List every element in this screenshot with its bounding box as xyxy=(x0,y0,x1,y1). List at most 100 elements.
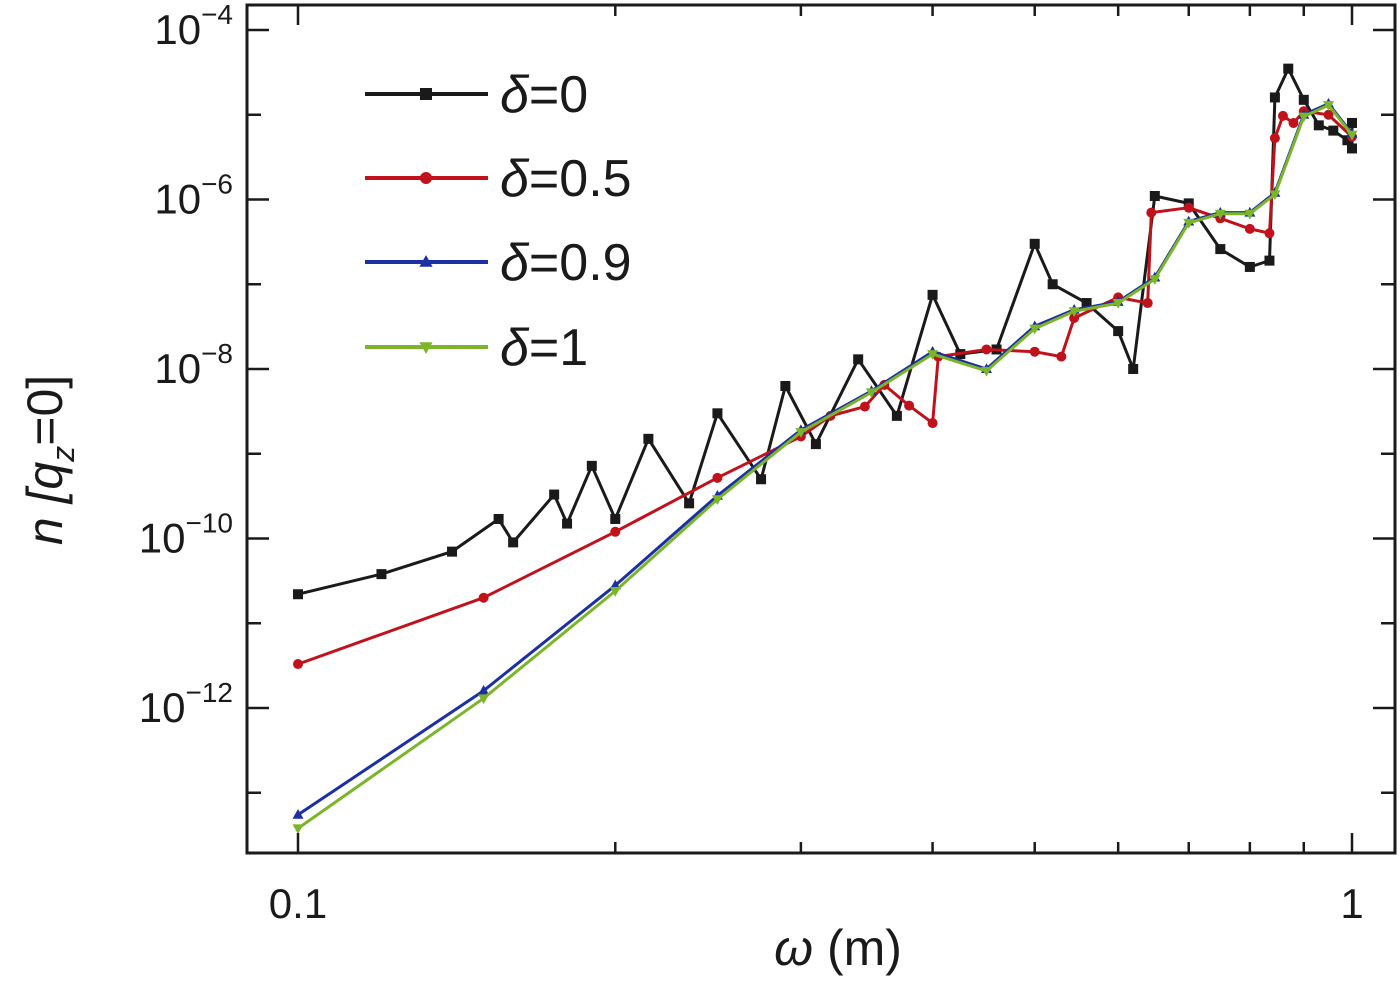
data-point xyxy=(1128,364,1139,374)
data-point xyxy=(1323,109,1334,120)
data-point xyxy=(1347,117,1357,128)
data-point xyxy=(493,513,504,524)
data-point xyxy=(643,433,654,444)
legend-label: δ=1 xyxy=(500,319,588,377)
legend-item: δ=0.9 xyxy=(365,234,632,292)
data-point xyxy=(1056,351,1067,362)
x-tick-label: 1 xyxy=(1340,880,1363,927)
data-point xyxy=(795,428,807,438)
data-point xyxy=(1113,326,1124,337)
y-tick-label: 10−10 xyxy=(139,508,233,562)
series-line xyxy=(297,109,1354,666)
data-point xyxy=(1142,298,1153,309)
legend-label: δ=0.9 xyxy=(500,234,632,292)
data-point xyxy=(447,546,458,557)
data-point xyxy=(1081,298,1092,309)
data-point xyxy=(478,592,489,603)
data-point xyxy=(853,354,864,365)
data-point xyxy=(1068,307,1080,318)
data-point xyxy=(1328,125,1339,136)
data-point xyxy=(865,388,877,399)
legend-marker xyxy=(419,255,433,267)
data-point xyxy=(981,344,992,355)
y-axis-prefix: n [ xyxy=(17,484,73,545)
data-point xyxy=(292,824,304,835)
data-point xyxy=(927,418,938,429)
y-tick-label: 10−8 xyxy=(154,338,233,392)
data-point xyxy=(1313,120,1324,131)
series-3 xyxy=(292,101,1358,835)
data-point xyxy=(1244,223,1255,234)
plot-frame xyxy=(245,3,1397,855)
data-point xyxy=(1264,255,1275,266)
legend-marker xyxy=(420,172,432,184)
data-point xyxy=(1146,207,1157,218)
data-point xyxy=(927,350,939,360)
data-point xyxy=(1183,218,1195,229)
x-tick-label: 0.1 xyxy=(269,880,327,927)
data-point xyxy=(980,366,992,377)
data-point xyxy=(684,498,695,509)
data-point xyxy=(1244,209,1256,220)
data-point xyxy=(1149,275,1161,285)
data-point xyxy=(891,410,902,421)
data-point xyxy=(376,569,387,580)
data-point xyxy=(1283,63,1294,74)
y-tick-label: 10−12 xyxy=(139,677,233,731)
data-point xyxy=(478,684,490,695)
y-axis-var: q xyxy=(17,462,73,490)
series-line xyxy=(297,67,1354,596)
data-point xyxy=(1269,190,1281,201)
data-point xyxy=(1298,94,1309,105)
y-tick-label: 10−4 xyxy=(154,0,233,53)
data-point xyxy=(1342,135,1353,146)
x-axis-title: ω (m) xyxy=(774,920,902,976)
series-0 xyxy=(293,63,1357,600)
legend: δ=0 δ=0.5 δ=0.9 δ=1 xyxy=(365,66,632,377)
data-point xyxy=(1323,101,1335,111)
data-point xyxy=(508,537,519,548)
data-point xyxy=(478,694,490,705)
legend-item: δ=0 xyxy=(365,66,588,124)
data-point xyxy=(549,489,560,500)
data-point xyxy=(293,589,303,600)
data-point xyxy=(1346,130,1358,141)
data-point xyxy=(756,474,767,485)
legend-label: δ=0.5 xyxy=(500,150,632,208)
series-layer xyxy=(292,63,1358,835)
data-point xyxy=(610,513,621,524)
ticks-layer xyxy=(247,5,1395,853)
data-point xyxy=(562,518,573,529)
data-point xyxy=(859,401,870,412)
y-axis-suffix: =0] xyxy=(17,375,73,446)
data-point xyxy=(711,495,723,506)
y-tick-label: 10−6 xyxy=(154,169,233,223)
legend-item: δ=0.5 xyxy=(365,150,632,208)
data-point xyxy=(927,289,938,300)
data-point xyxy=(1347,143,1357,154)
data-point xyxy=(610,526,621,537)
tick-labels: 0.1 1 10−4 10−6 10−8 10−10 10−12 xyxy=(139,0,1364,927)
y-axis-sub: z xyxy=(45,446,81,463)
data-point xyxy=(1112,299,1124,309)
series-2 xyxy=(292,97,1358,819)
data-point xyxy=(1149,190,1160,201)
data-point xyxy=(1029,346,1040,357)
x-axis-unit: (m) xyxy=(813,920,902,976)
data-point xyxy=(292,809,304,819)
data-point xyxy=(609,587,621,597)
legend-marker xyxy=(420,88,432,100)
data-point xyxy=(1288,117,1299,128)
data-point xyxy=(293,659,303,670)
data-point xyxy=(1269,133,1280,144)
data-point xyxy=(1244,261,1255,272)
data-point xyxy=(1069,312,1080,323)
data-point xyxy=(1264,228,1275,239)
y-axis-title: n [qz=0] xyxy=(17,375,81,545)
data-point xyxy=(586,460,597,471)
data-point xyxy=(904,400,915,411)
series-1 xyxy=(293,106,1357,670)
data-point xyxy=(1214,209,1226,220)
data-point xyxy=(1047,279,1058,290)
data-point xyxy=(810,439,821,450)
